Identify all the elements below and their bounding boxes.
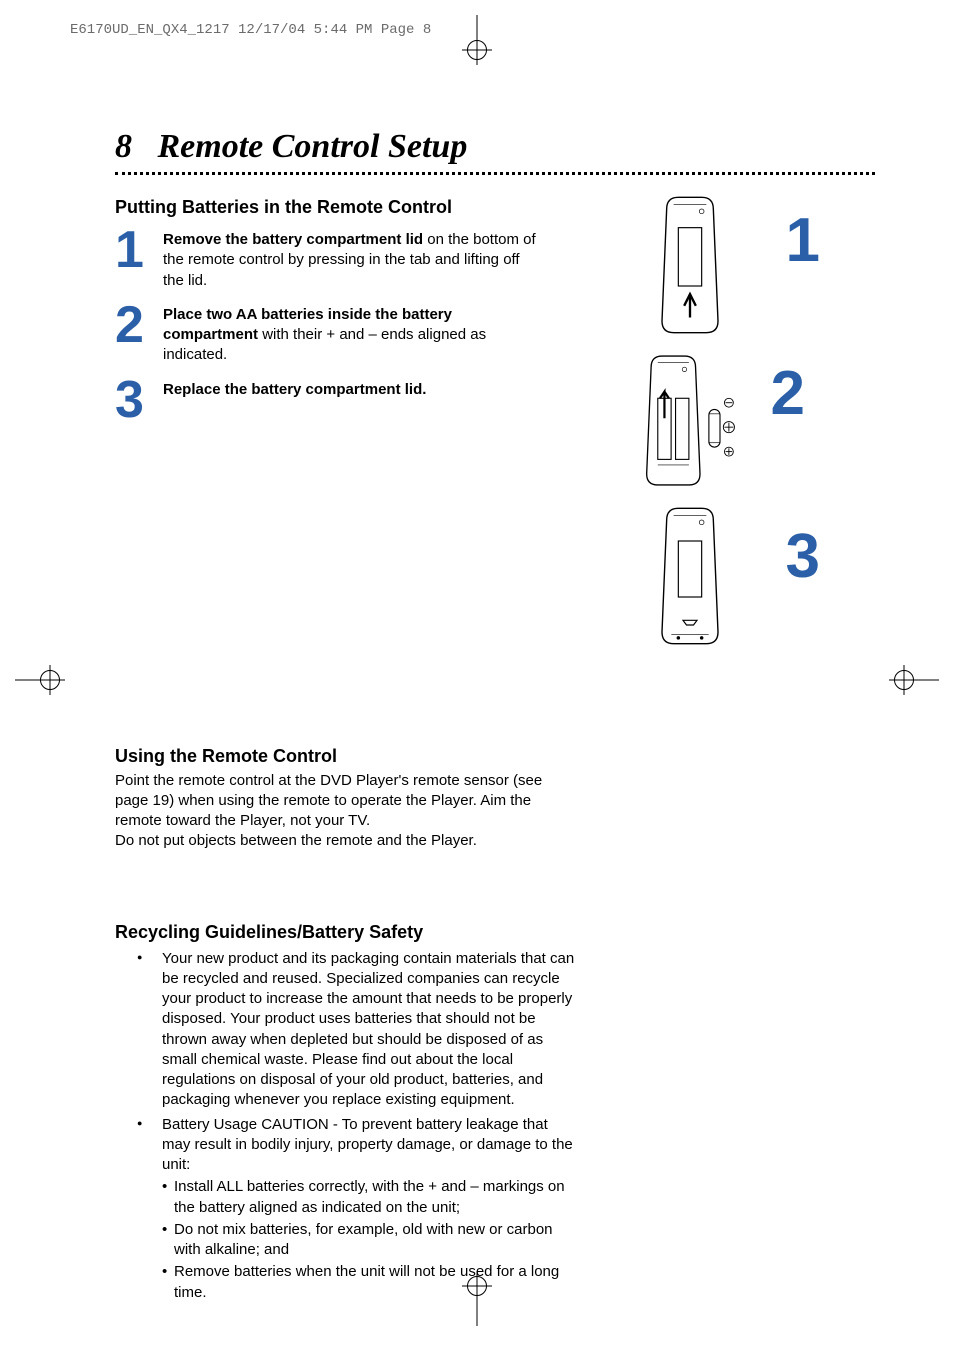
list-item: Remove batteries when the unit will not …: [162, 1262, 575, 1303]
list-item: Do not mix batteries, for example, old w…: [162, 1220, 575, 1261]
bullet-text: Battery Usage CAUTION - To prevent batte…: [162, 1116, 573, 1174]
diagram-1: 1: [600, 195, 780, 335]
step-bold: Replace the battery compartment lid.: [163, 381, 426, 398]
section-heading-using: Using the Remote Control: [115, 746, 565, 767]
list-item: Your new product and its packaging conta…: [115, 949, 575, 1111]
print-header: E6170UD_EN_QX4_1217 12/17/04 5:44 PM Pag…: [70, 22, 431, 38]
step-bold: Remove the battery compartment lid: [163, 231, 423, 248]
diagram-number: 2: [771, 358, 805, 429]
diagram-2: 2: [600, 353, 780, 488]
sub-bullet-list: Install ALL batteries correctly, with th…: [162, 1177, 575, 1303]
sub-bullet-text: Install ALL batteries correctly, with th…: [174, 1178, 565, 1215]
step-number: 1: [115, 224, 163, 276]
sub-bullet-text: Do not mix batteries, for example, old w…: [174, 1221, 553, 1258]
diagrams-column: 1: [600, 195, 780, 664]
step-text: Replace the battery compartment lid.: [163, 378, 543, 400]
using-remote-section: Using the Remote Control Point the remot…: [115, 746, 565, 852]
list-item: Install ALL batteries correctly, with th…: [162, 1177, 575, 1218]
recycling-bullet-list: Your new product and its packaging conta…: [115, 949, 575, 1303]
step-text: Place two AA batteries inside the batter…: [163, 303, 543, 366]
bullet-text: Your new product and its packaging conta…: [162, 950, 574, 1109]
page: E6170UD_EN_QX4_1217 12/17/04 5:44 PM Pag…: [0, 0, 954, 1351]
remote-closed-icon: [650, 506, 730, 646]
dotted-divider: [115, 172, 875, 175]
registration-mark-left: [15, 660, 75, 700]
registration-mark-right: [879, 660, 939, 700]
diagram-3: 3: [600, 506, 780, 646]
list-item: Battery Usage CAUTION - To prevent batte…: [115, 1115, 575, 1303]
page-title: 8 Remote Control Setup: [115, 128, 885, 166]
using-remote-text: Point the remote control at the DVD Play…: [115, 771, 565, 852]
step-number: 2: [115, 299, 163, 351]
sub-bullet-text: Remove batteries when the unit will not …: [174, 1263, 559, 1300]
section-heading-recycling: Recycling Guidelines/Battery Safety: [115, 922, 575, 943]
diagram-number: 1: [786, 205, 820, 276]
diagram-number: 3: [786, 521, 820, 592]
remote-icon: [650, 195, 730, 335]
page-title-text: Remote Control Setup: [158, 128, 468, 165]
recycling-section: Recycling Guidelines/Battery Safety Your…: [115, 922, 575, 1303]
step-text: Remove the battery compartment lid on th…: [163, 228, 543, 291]
remote-batteries-icon: [640, 353, 740, 488]
step-number: 3: [115, 374, 163, 426]
registration-mark-top: [457, 15, 497, 65]
page-number: 8: [115, 128, 132, 165]
